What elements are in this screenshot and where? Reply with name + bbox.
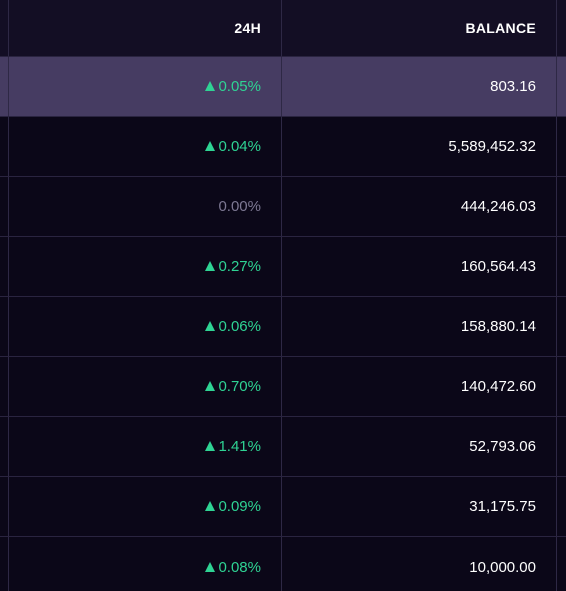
balance-cell: 160,564.43 — [282, 237, 557, 296]
balance-value: 803.16 — [490, 78, 536, 95]
column-header-24h[interactable]: 24H — [8, 0, 282, 56]
balance-value: 31,175.75 — [469, 498, 536, 515]
balance-cell: 158,880.14 — [282, 297, 557, 356]
table-row[interactable]: 0.06% 158,880.14 — [0, 297, 566, 357]
change-cell: 0.08% — [8, 537, 282, 591]
table-row[interactable]: 0.05% 803.16 — [0, 57, 566, 117]
table-row[interactable]: 1.41% 52,793.06 — [0, 417, 566, 477]
change-cell: 0.27% — [8, 237, 282, 296]
column-header-balance[interactable]: BALANCE — [282, 0, 557, 56]
table-row[interactable]: 0.09% 31,175.75 — [0, 477, 566, 537]
change-value: 0.00% — [218, 198, 261, 215]
table-row[interactable]: 0.27% 160,564.43 — [0, 237, 566, 297]
balance-value: 52,793.06 — [469, 438, 536, 455]
balance-value: 10,000.00 — [469, 558, 536, 576]
up-arrow-icon — [205, 561, 216, 572]
change-value: 0.06% — [205, 318, 261, 335]
change-cell: 0.05% — [8, 57, 282, 116]
up-arrow-icon — [205, 261, 216, 271]
balance-value: 158,880.14 — [460, 318, 536, 335]
balance-cell: 52,793.06 — [282, 417, 557, 476]
column-header-balance-label: BALANCE — [465, 20, 536, 36]
table-header: 24H BALANCE — [0, 0, 566, 57]
change-cell: 0.09% — [8, 477, 282, 536]
column-header-24h-label: 24H — [234, 20, 261, 36]
balance-cell: 444,246.03 — [282, 177, 557, 236]
change-cell: 0.00% — [8, 177, 282, 236]
table-row[interactable]: 0.08% 10,000.00 — [0, 537, 566, 591]
up-arrow-icon — [205, 441, 216, 451]
change-cell: 0.06% — [8, 297, 282, 356]
table-row[interactable]: 0.00% 444,246.03 — [0, 177, 566, 237]
balance-value: 140,472.60 — [460, 378, 536, 395]
change-value: 0.05% — [205, 78, 261, 95]
change-value: 1.41% — [205, 438, 261, 455]
change-value: 0.70% — [205, 378, 261, 395]
change-cell: 1.41% — [8, 417, 282, 476]
table-row[interactable]: 0.70% 140,472.60 — [0, 357, 566, 417]
change-cell: 0.70% — [8, 357, 282, 416]
balance-cell: 5,589,452.32 — [282, 117, 557, 176]
up-arrow-icon — [205, 381, 216, 391]
table-row[interactable]: 0.04% 5,589,452.32 — [0, 117, 566, 177]
balance-value: 160,564.43 — [460, 258, 536, 275]
up-arrow-icon — [205, 321, 216, 331]
up-arrow-icon — [205, 501, 216, 511]
up-arrow-icon — [205, 141, 216, 151]
balance-cell: 31,175.75 — [282, 477, 557, 536]
change-value: 0.08% — [205, 559, 261, 576]
balance-value: 444,246.03 — [460, 198, 536, 215]
balance-cell: 140,472.60 — [282, 357, 557, 416]
change-value: 0.04% — [205, 138, 261, 155]
change-cell: 0.04% — [8, 117, 282, 176]
balance-cell: 803.16 — [282, 57, 557, 116]
balance-cell: 10,000.00 — [282, 537, 557, 591]
up-arrow-icon — [205, 81, 216, 91]
balance-value: 5,589,452.32 — [448, 138, 536, 155]
change-value: 0.09% — [205, 498, 261, 515]
change-value: 0.27% — [205, 258, 261, 275]
